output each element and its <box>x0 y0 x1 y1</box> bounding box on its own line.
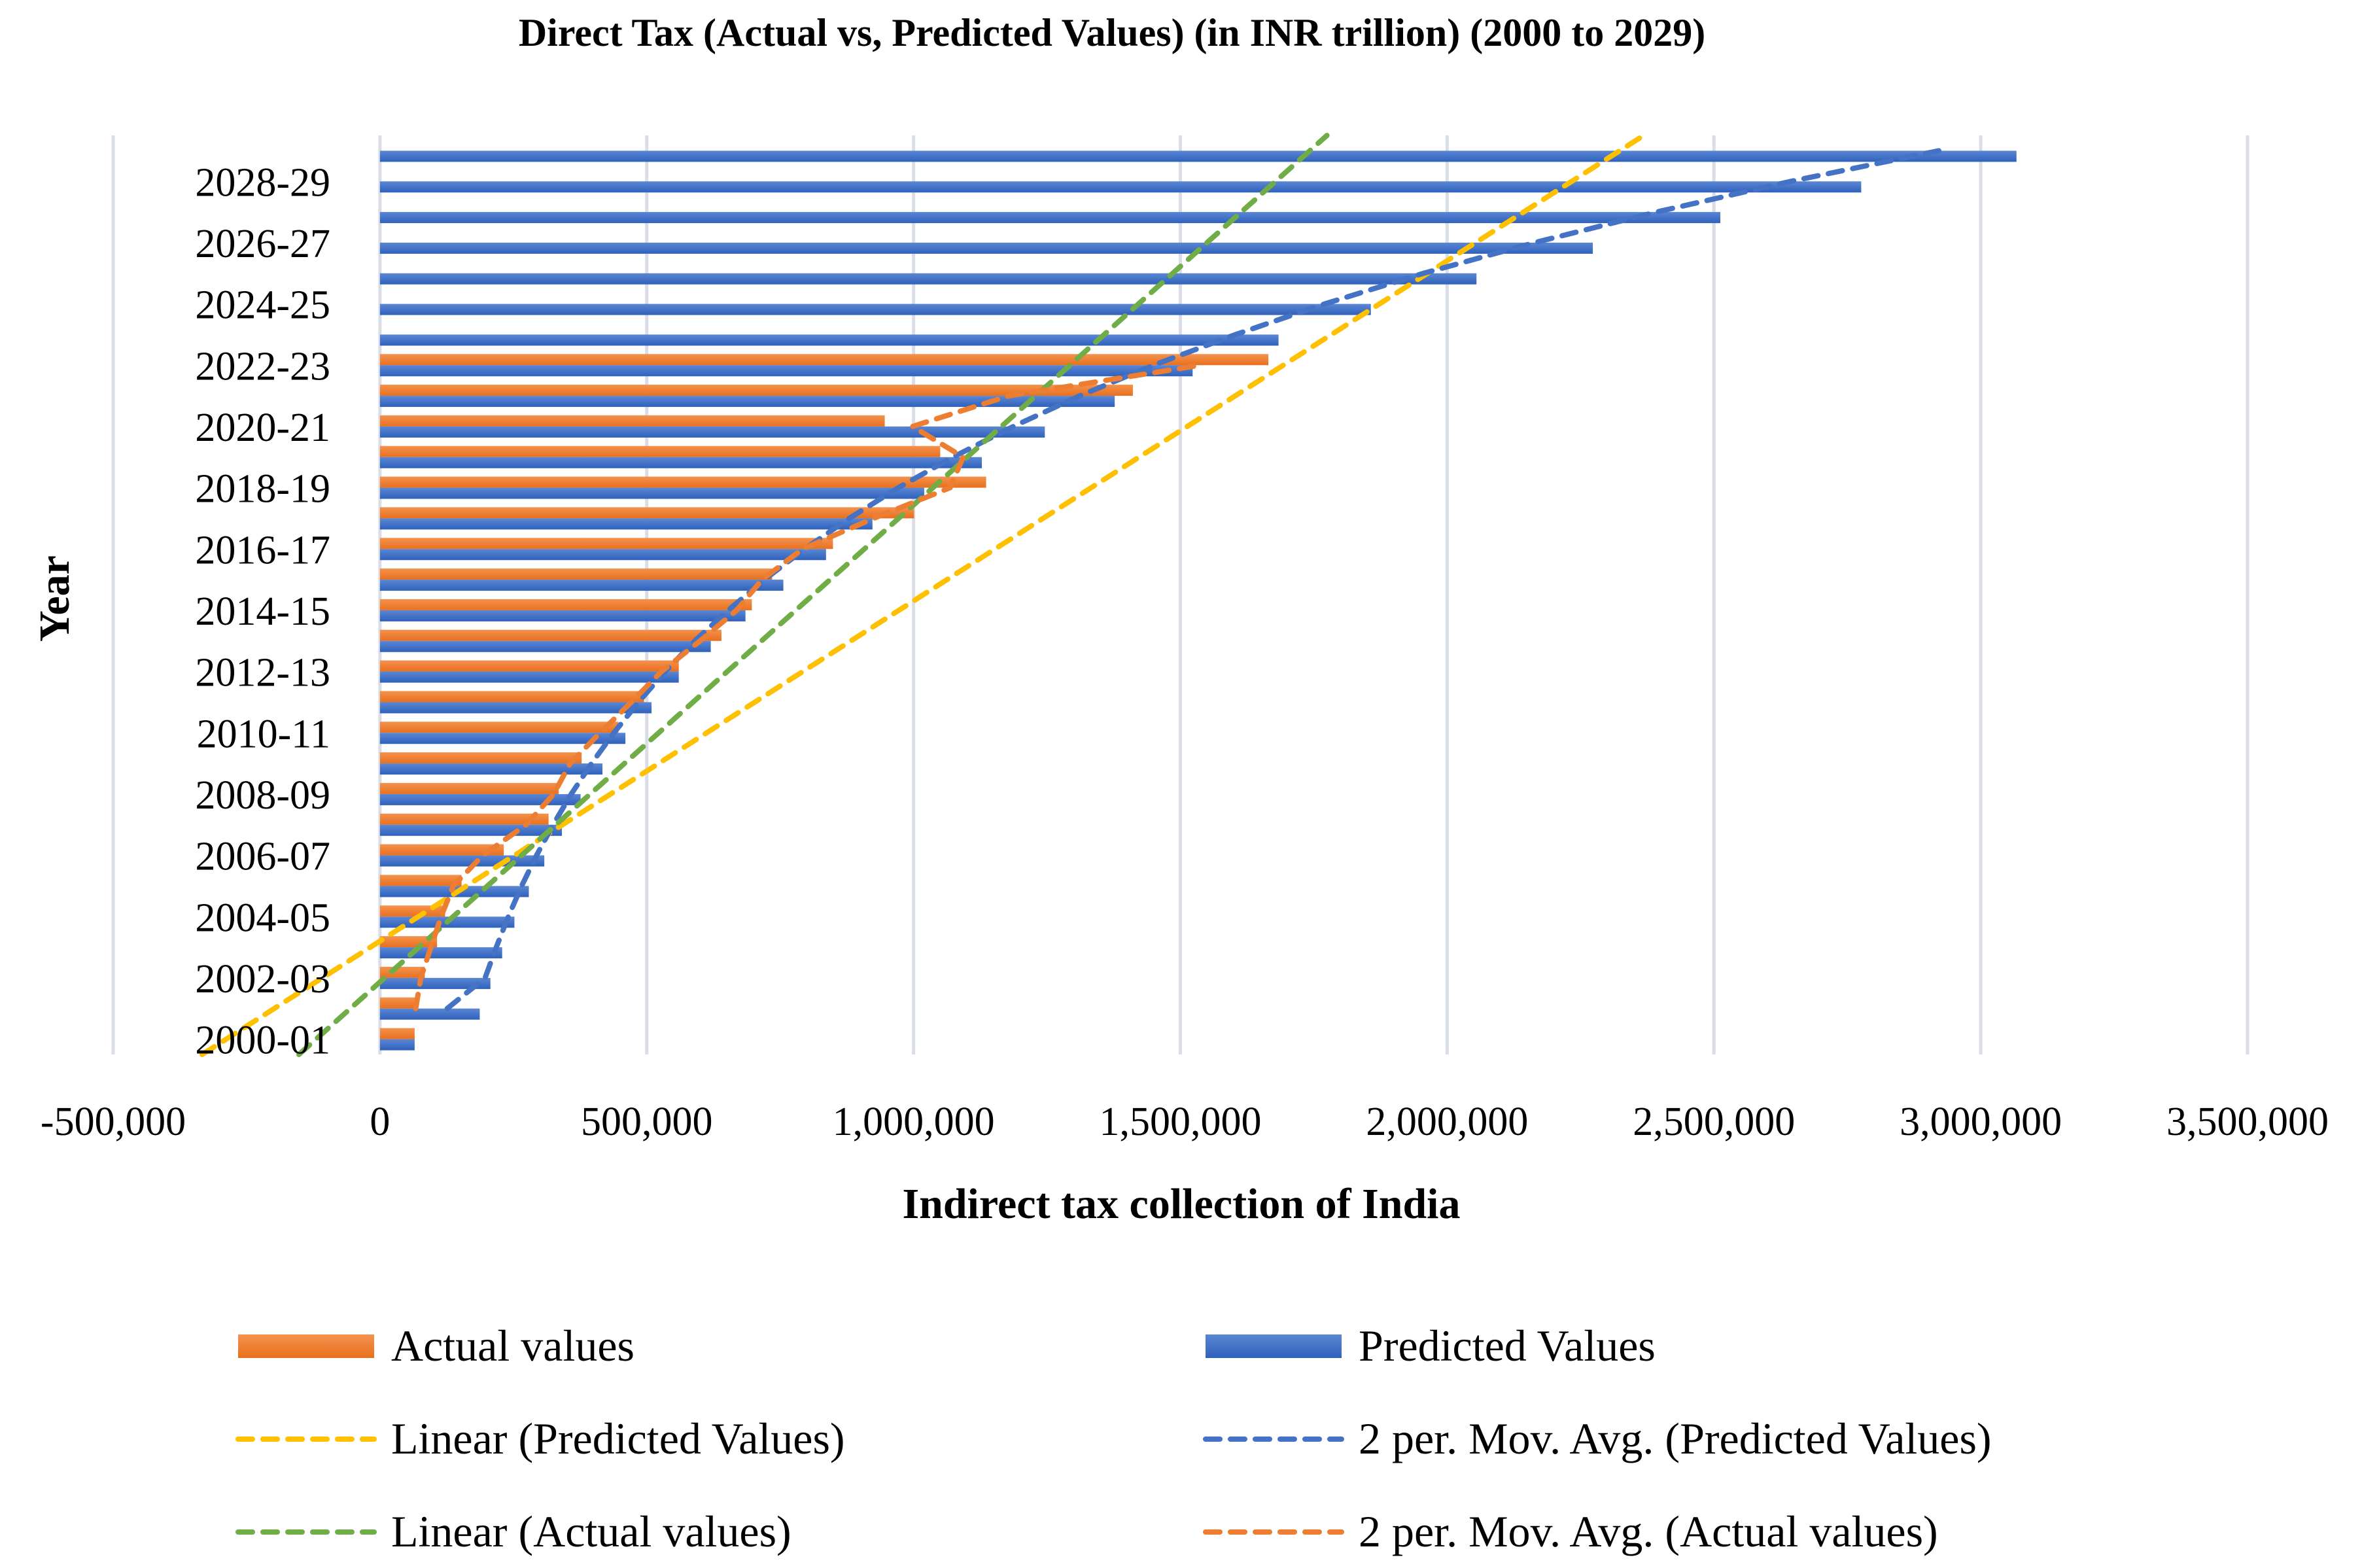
predicted-bar <box>379 334 1279 346</box>
actual-bar <box>379 722 619 733</box>
y-tick-label: 2012-13 <box>195 651 330 695</box>
predicted-bar <box>379 580 784 591</box>
predicted-bar <box>379 396 1115 408</box>
predicted-bar <box>379 487 924 499</box>
predicted-bar <box>379 763 603 775</box>
x-tick-label: 3,000,000 <box>1900 1100 2062 1144</box>
y-tick-label: 2010-11 <box>197 712 330 756</box>
trendlines <box>199 133 1942 1057</box>
predicted-bar <box>379 518 873 530</box>
trendline-linear-predicted-values- <box>199 133 1646 1057</box>
x-tick-label: 2,000,000 <box>1366 1100 1528 1144</box>
actual-bar <box>379 691 644 703</box>
x-tick-label: -500,000 <box>41 1100 186 1144</box>
actual-bar <box>379 782 559 794</box>
x-tick-label: 0 <box>370 1100 390 1144</box>
predicted-bar <box>379 212 1721 224</box>
actual-bar <box>379 905 445 917</box>
legend-label: Predicted Values <box>1359 1321 1656 1370</box>
actual-bar <box>379 844 504 856</box>
predicted-bar <box>379 304 1371 315</box>
y-tick-label: 2008-09 <box>195 773 330 818</box>
predicted-bar <box>379 977 491 989</box>
predicted-bar <box>379 150 2017 162</box>
actual-bar <box>379 415 885 427</box>
legend: Actual values Predicted Values Linear (Pre… <box>235 1321 1992 1556</box>
predicted-bar <box>379 610 746 621</box>
y-tick-labels: 2000-01 2002-03 2004-05 2006-07 2008-09 2010-… <box>195 160 330 1062</box>
actual-bar <box>379 354 1269 366</box>
trendline-2-per-mov-avg-predicted-values- <box>444 148 1942 1011</box>
y-tick-label: 2016-17 <box>195 528 330 572</box>
y-tick-label: 2004-05 <box>195 896 330 940</box>
actual-bar <box>379 599 752 610</box>
predicted-bar <box>379 549 826 561</box>
predicted-bar <box>379 793 581 805</box>
actual-bar <box>379 875 462 886</box>
x-tick-label: 2,500,000 <box>1633 1100 1795 1144</box>
actual-bar <box>379 507 914 519</box>
predicted-bar <box>379 640 711 652</box>
predicted-bar <box>379 242 1593 254</box>
predicted-bar <box>379 1039 415 1051</box>
trendline-2-per-mov-avg-actual-values- <box>413 362 1204 1011</box>
predicted-bar <box>379 181 1862 193</box>
predicted-bar <box>379 457 982 468</box>
actual-bar <box>379 629 721 641</box>
y-tick-label: 2022-23 <box>195 344 330 389</box>
x-tick-label: 1,000,000 <box>833 1100 995 1144</box>
x-tick-label: 500,000 <box>581 1100 713 1144</box>
x-tick-label: 1,500,000 <box>1100 1100 1262 1144</box>
legend-swatch <box>1206 1334 1342 1358</box>
predicted-bar <box>379 824 563 836</box>
y-tick-label: 2026-27 <box>195 222 330 266</box>
legend-label: Linear (Predicted Values) <box>391 1414 845 1463</box>
x-tick-labels: -500,000 0 500,000 1,000,000 1,500,000 2,000,… <box>41 1100 2329 1144</box>
legend-swatch <box>238 1334 374 1358</box>
y-tick-label: 2024-25 <box>195 283 330 328</box>
actual-bar <box>379 752 582 764</box>
y-tick-label: 2002-03 <box>195 957 330 1002</box>
actual-bar <box>379 538 833 549</box>
legend-label: Linear (Actual values) <box>391 1507 791 1556</box>
y-tick-label: 2020-21 <box>195 406 330 450</box>
predicted-bar <box>379 702 652 714</box>
y-tick-label: 2028-29 <box>195 160 330 205</box>
predicted-bar <box>379 1008 480 1020</box>
legend-label: 2 per. Mov. Avg. (Predicted Values) <box>1359 1414 1992 1463</box>
actual-bar <box>379 445 941 457</box>
trendline-linear-actual-values- <box>296 133 1330 1057</box>
chart-title: Direct Tax (Actual vs, Predicted Values)… <box>519 11 1705 54</box>
actual-bar <box>379 1028 415 1039</box>
actual-bar <box>379 476 986 488</box>
x-tick-label: 3,500,000 <box>2166 1100 2329 1144</box>
legend-label: 2 per. Mov. Avg. (Actual values) <box>1359 1507 1938 1556</box>
legend-label: Actual values <box>391 1321 634 1370</box>
y-tick-label: 2000-01 <box>195 1019 330 1063</box>
actual-bar <box>379 966 425 978</box>
actual-bar <box>379 568 773 580</box>
predicted-bar <box>379 671 679 683</box>
predicted-bar <box>379 273 1477 285</box>
x-axis-title: Indirect tax collection of India <box>902 1180 1460 1228</box>
bars <box>379 150 2017 1051</box>
predicted-bar <box>379 733 626 744</box>
actual-bar <box>379 997 417 1009</box>
predicted-bar <box>379 426 1045 438</box>
y-tick-label: 2014-15 <box>195 589 330 634</box>
actual-bar <box>379 385 1133 396</box>
y-tick-label: 2018-19 <box>195 467 330 512</box>
gridlines <box>111 135 2249 1054</box>
predicted-bar <box>379 947 502 959</box>
actual-bar <box>379 660 679 672</box>
actual-bar <box>379 813 549 825</box>
y-axis-title: Year <box>31 555 78 642</box>
y-tick-label: 2006-07 <box>195 835 330 879</box>
predicted-bar <box>379 365 1193 377</box>
